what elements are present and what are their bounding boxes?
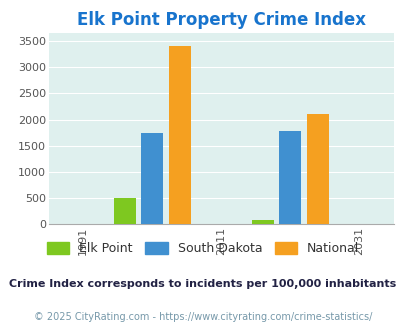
Bar — [306, 114, 328, 224]
Bar — [113, 198, 135, 224]
Bar — [141, 133, 163, 224]
Bar — [168, 46, 190, 224]
Text: Crime Index corresponds to incidents per 100,000 inhabitants: Crime Index corresponds to incidents per… — [9, 279, 396, 289]
Bar — [251, 220, 273, 224]
Text: © 2025 CityRating.com - https://www.cityrating.com/crime-statistics/: © 2025 CityRating.com - https://www.city… — [34, 312, 371, 322]
Bar — [279, 131, 301, 224]
Legend: Elk Point, South Dakota, National: Elk Point, South Dakota, National — [41, 237, 364, 260]
Title: Elk Point Property Crime Index: Elk Point Property Crime Index — [77, 11, 365, 29]
